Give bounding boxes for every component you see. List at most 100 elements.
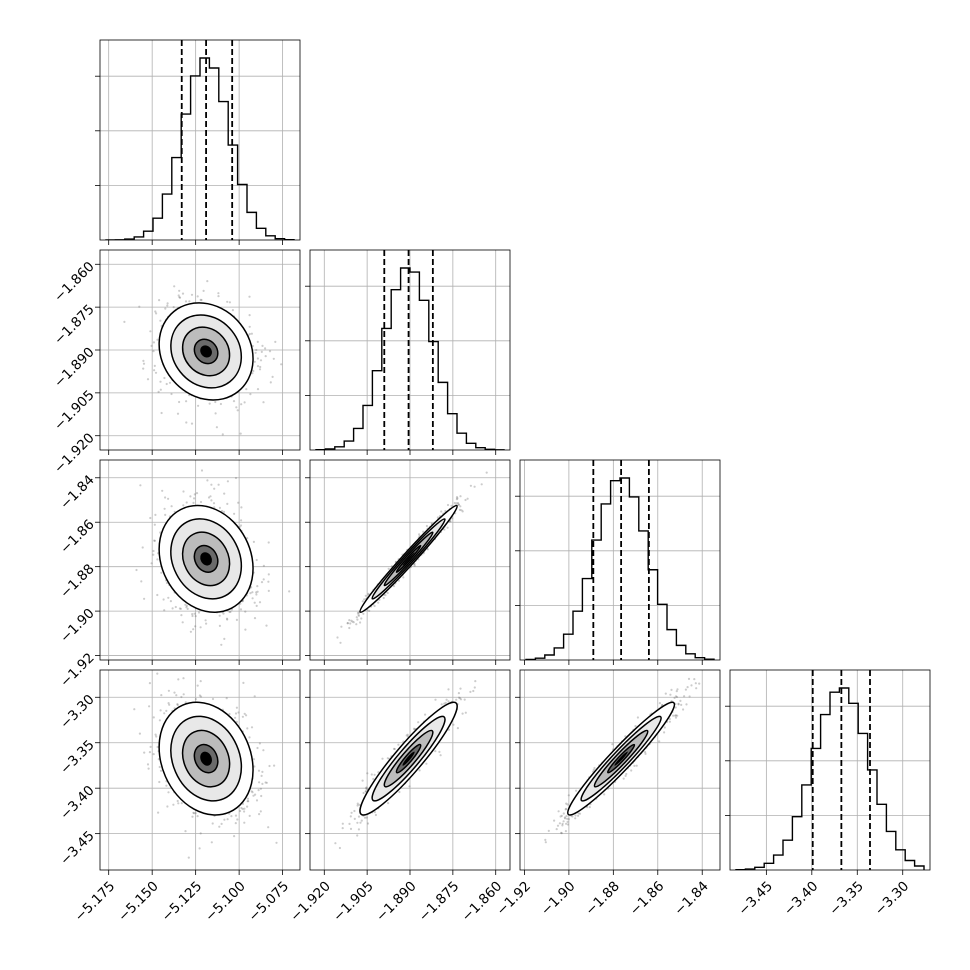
scatter-point — [191, 614, 194, 618]
scatter-point — [260, 581, 264, 584]
scatter-point — [336, 636, 339, 639]
scatter-point — [340, 625, 343, 628]
contour-line — [193, 743, 219, 774]
scatter-point — [149, 516, 152, 520]
scatter-point — [461, 510, 464, 513]
scatter-point — [387, 802, 390, 805]
scatter-point — [247, 800, 250, 803]
scatter-point — [214, 400, 217, 404]
scatter-point — [457, 502, 460, 505]
scatter-point — [461, 712, 464, 715]
scatter-point — [402, 576, 405, 579]
scatter-point — [218, 506, 221, 509]
scatter-point — [180, 802, 183, 805]
scatter-point — [179, 607, 182, 610]
scatter-point — [248, 736, 251, 739]
density-peak — [200, 345, 212, 358]
scatter-point — [267, 580, 270, 583]
scatter-point — [193, 497, 196, 500]
scatter-point — [384, 594, 387, 597]
contour-line — [371, 518, 446, 600]
scatter-point — [288, 590, 291, 593]
scatter-point — [177, 294, 180, 297]
scatter-point — [563, 816, 567, 819]
scatter-point — [349, 815, 352, 818]
scatter-point — [176, 703, 179, 706]
scatter-point — [483, 667, 485, 669]
scatter-point — [365, 787, 368, 791]
scatter-point — [250, 332, 253, 335]
scatter-point — [259, 810, 262, 813]
scatter-point — [243, 712, 246, 715]
scatter-point — [210, 841, 213, 844]
scatter-point — [189, 630, 192, 633]
scatter-point — [242, 681, 245, 685]
scatter-point — [408, 785, 411, 788]
scatter-point — [256, 365, 260, 368]
scatter-point — [239, 524, 243, 527]
scatter-point — [167, 702, 170, 705]
scatter-point — [256, 357, 259, 360]
scatter-point — [341, 822, 344, 825]
scatter-point — [165, 709, 168, 713]
scatter-point — [185, 604, 188, 607]
scatter-point — [440, 703, 443, 706]
scatter-point — [172, 803, 175, 806]
scatter-point — [457, 692, 460, 695]
density-peak — [200, 552, 212, 566]
scatter-point — [252, 758, 255, 761]
scatter-point — [438, 750, 441, 754]
scatter-point — [447, 728, 451, 731]
scatter-point — [267, 826, 270, 829]
scatter-point — [239, 809, 242, 813]
scatter-point — [234, 712, 238, 715]
scatter-point — [356, 618, 359, 621]
scatter-point — [469, 690, 472, 694]
scatter-point — [199, 626, 202, 629]
scatter-point — [255, 348, 258, 352]
scatter-point — [194, 625, 197, 628]
scatter-point — [159, 709, 162, 712]
scatter-point — [218, 825, 221, 828]
scatter-point — [392, 747, 396, 751]
scatter-point — [156, 745, 159, 749]
scatter-point — [185, 501, 188, 504]
scatter-point — [184, 701, 187, 704]
scatter-point — [187, 856, 190, 859]
scatter-point — [439, 754, 442, 757]
contour-line — [383, 729, 434, 788]
scatter-point — [259, 787, 262, 790]
scatter-point — [244, 610, 247, 613]
scatter-point — [167, 689, 170, 692]
scatter-point — [255, 799, 259, 802]
scatter-point — [258, 601, 262, 604]
scatter-point — [464, 711, 467, 714]
scatter-point — [675, 714, 678, 717]
scatter-point — [257, 789, 260, 792]
scatter-point — [149, 330, 152, 333]
scatter-point — [190, 293, 194, 296]
scatter-point — [182, 677, 185, 680]
scatter-point — [248, 332, 251, 336]
scatter-point — [185, 400, 188, 403]
contour-line — [395, 544, 422, 573]
scatter-point — [348, 626, 351, 630]
scatter-point — [218, 624, 221, 628]
scatter-point — [690, 684, 693, 687]
scatter-point — [443, 702, 446, 705]
scatter-point — [366, 772, 369, 775]
scatter-point — [147, 767, 150, 770]
scatter-point — [198, 694, 201, 697]
scatter-point — [167, 596, 170, 599]
scatter-point — [370, 773, 373, 776]
scatter-point — [199, 298, 202, 301]
scatter-point — [193, 493, 196, 496]
scatter-point — [158, 719, 161, 722]
contour-line — [181, 729, 231, 788]
scatter-point — [146, 378, 150, 381]
scatter-point — [156, 558, 159, 561]
scatter-point — [135, 568, 138, 572]
scatter-point — [417, 721, 420, 724]
contour-line — [181, 531, 231, 587]
scatter-point — [251, 591, 254, 594]
